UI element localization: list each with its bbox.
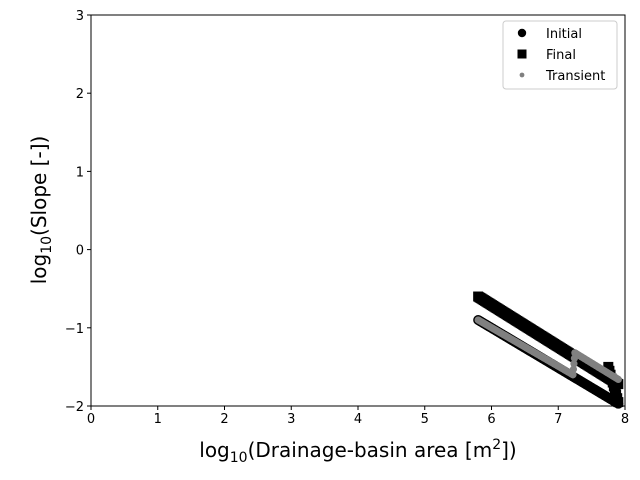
y-tick-label-2: 0 (76, 244, 84, 259)
axis-ticks: 0 1 2 3 4 5 6 7 8 −2 −1 0 1 2 3 (65, 9, 629, 427)
x-tick-label-7: 7 (554, 412, 562, 427)
transient-point (570, 360, 578, 368)
final-point (613, 397, 624, 408)
y-tick-label-1: −1 (65, 322, 84, 337)
y-tick-label-4: 2 (76, 87, 84, 102)
chart-marks (473, 291, 624, 409)
legend-box (502, 20, 618, 90)
y-tick-label-5: 3 (76, 9, 84, 24)
transient-point (569, 365, 578, 373)
series-final (473, 291, 624, 408)
y-axis-label: log10(Slope [-]) (27, 136, 55, 285)
legend-transient-marker (519, 72, 525, 78)
legend-final-marker (517, 49, 527, 59)
legend-initial-label: Initial (546, 27, 582, 42)
legend-initial-marker (517, 28, 527, 38)
legend: Initial Final Transient (502, 20, 618, 90)
x-tick-label-1: 1 (154, 412, 162, 427)
x-tick-label-3: 3 (287, 412, 295, 427)
x-tick-label-5: 5 (421, 412, 429, 427)
transient-point (569, 371, 577, 379)
x-axis-label: log10(Drainage-basin area [m2]) (199, 437, 516, 466)
x-tick-label-4: 4 (354, 412, 362, 427)
y-tick-label-0: −2 (65, 400, 84, 415)
legend-final-label: Final (546, 48, 576, 63)
x-tick-label-6: 6 (487, 412, 495, 427)
x-tick-label-0: 0 (87, 412, 95, 427)
legend-transient-label: Transient (545, 69, 605, 84)
series-transient (474, 316, 622, 384)
x-tick-label-2: 2 (220, 412, 228, 427)
y-tick-label-3: 1 (76, 165, 84, 180)
transient-point (614, 375, 622, 384)
x-tick-label-8: 8 (621, 412, 629, 427)
